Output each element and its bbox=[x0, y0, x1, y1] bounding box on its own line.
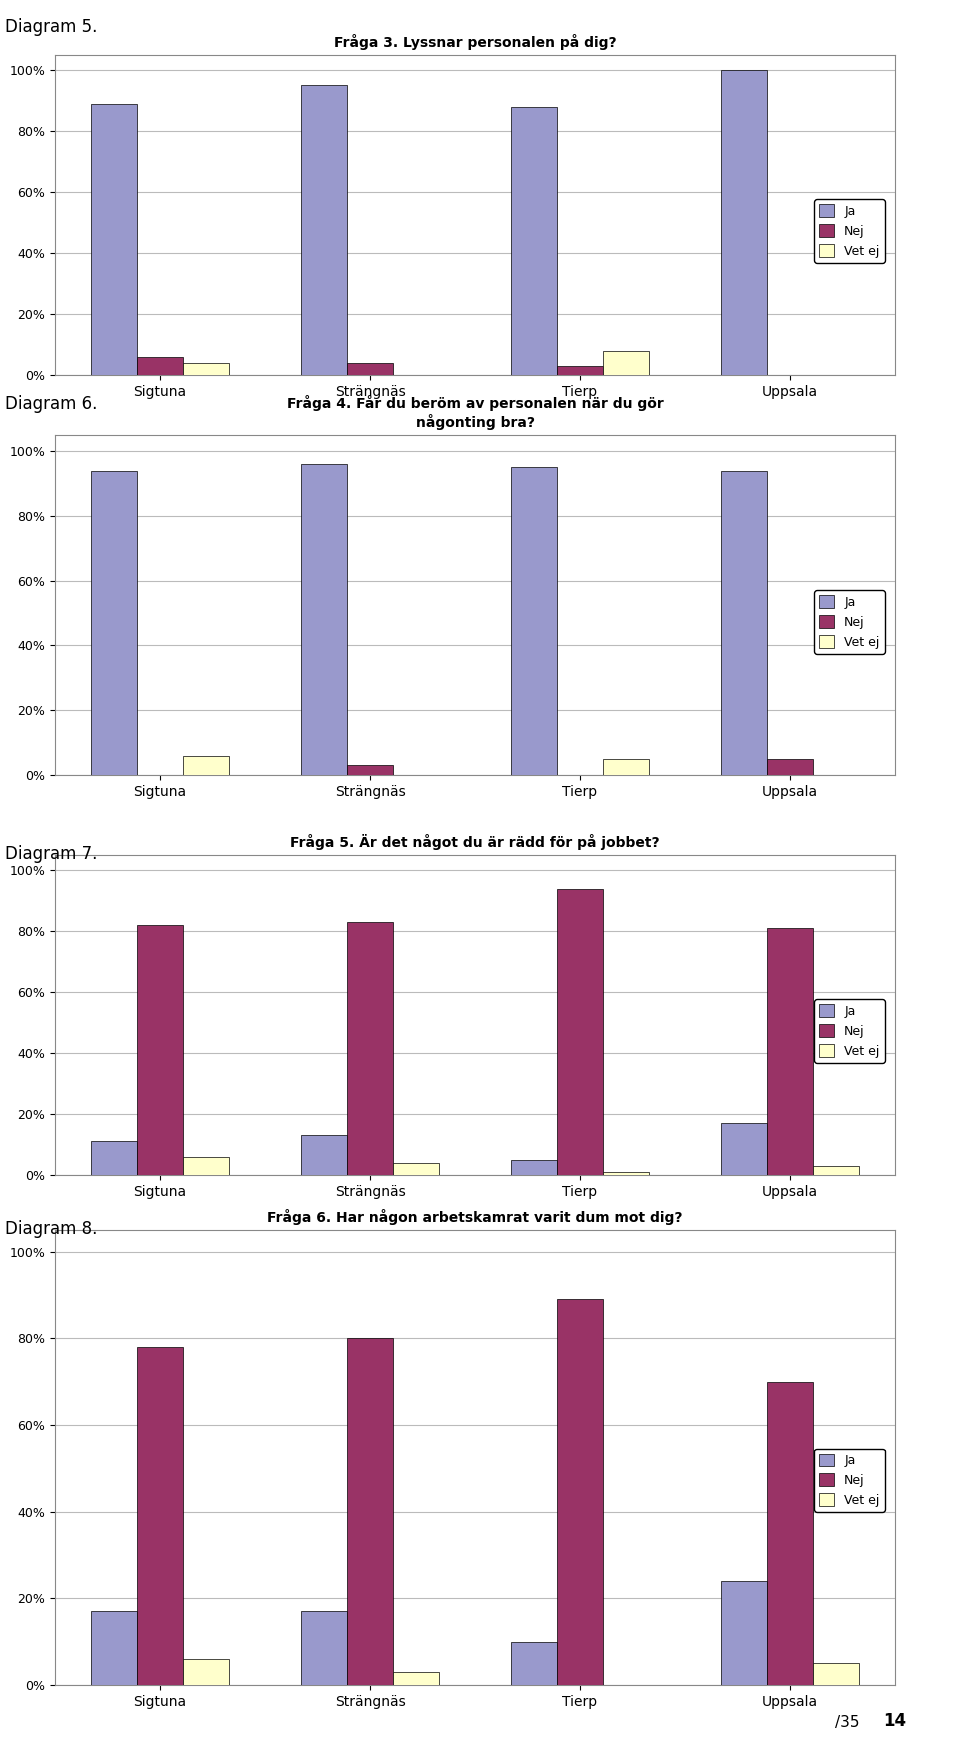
Text: Diagram 5.: Diagram 5. bbox=[5, 17, 97, 37]
Text: 14: 14 bbox=[883, 1713, 906, 1730]
Bar bbox=[137, 358, 183, 375]
Bar bbox=[300, 464, 347, 774]
Bar bbox=[721, 471, 767, 774]
Bar bbox=[137, 924, 183, 1175]
Text: /35: /35 bbox=[835, 1714, 860, 1730]
Bar bbox=[721, 1123, 767, 1175]
Bar bbox=[511, 106, 557, 375]
Bar bbox=[603, 759, 649, 774]
Legend: Ja, Nej, Vet ej: Ja, Nej, Vet ej bbox=[814, 199, 884, 263]
Bar bbox=[90, 471, 137, 774]
Bar bbox=[393, 1672, 440, 1685]
Text: Diagram 6.: Diagram 6. bbox=[5, 394, 97, 413]
Bar bbox=[300, 1611, 347, 1685]
Legend: Ja, Nej, Vet ej: Ja, Nej, Vet ej bbox=[814, 589, 884, 654]
Bar bbox=[557, 888, 603, 1175]
Title: Fråga 6. Har någon arbetskamrat varit dum mot dig?: Fråga 6. Har någon arbetskamrat varit du… bbox=[267, 1209, 683, 1224]
Bar bbox=[183, 755, 229, 774]
Bar bbox=[183, 363, 229, 375]
Bar bbox=[721, 70, 767, 375]
Bar bbox=[557, 1299, 603, 1685]
Text: Diagram 7.: Diagram 7. bbox=[5, 846, 97, 863]
Bar bbox=[511, 1160, 557, 1175]
Bar bbox=[347, 766, 393, 774]
Bar bbox=[511, 467, 557, 774]
Bar bbox=[393, 1163, 440, 1175]
Title: Fråga 5. Är det något du är rädd för på jobbet?: Fråga 5. Är det något du är rädd för på … bbox=[290, 834, 660, 849]
Bar bbox=[813, 1165, 859, 1175]
Bar bbox=[767, 1381, 813, 1685]
Bar bbox=[90, 1611, 137, 1685]
Bar bbox=[603, 1172, 649, 1175]
Bar bbox=[300, 1135, 347, 1175]
Bar bbox=[603, 351, 649, 375]
Bar bbox=[137, 1346, 183, 1685]
Title: Fråga 3. Lyssnar personalen på dig?: Fråga 3. Lyssnar personalen på dig? bbox=[334, 33, 616, 49]
Bar bbox=[90, 1142, 137, 1175]
Bar bbox=[347, 1338, 393, 1685]
Bar bbox=[813, 1664, 859, 1685]
Title: Fråga 4. Får du beröm av personalen när du gör
någonting bra?: Fråga 4. Får du beröm av personalen när … bbox=[287, 396, 663, 429]
Bar bbox=[90, 103, 137, 375]
Bar bbox=[511, 1641, 557, 1685]
Bar bbox=[557, 366, 603, 375]
Bar bbox=[347, 363, 393, 375]
Legend: Ja, Nej, Vet ej: Ja, Nej, Vet ej bbox=[814, 999, 884, 1062]
Bar bbox=[300, 85, 347, 375]
Bar bbox=[183, 1156, 229, 1175]
Bar bbox=[721, 1582, 767, 1685]
Bar bbox=[767, 759, 813, 774]
Bar bbox=[347, 923, 393, 1175]
Legend: Ja, Nej, Vet ej: Ja, Nej, Vet ej bbox=[814, 1449, 884, 1512]
Bar bbox=[183, 1659, 229, 1685]
Text: Diagram 8.: Diagram 8. bbox=[5, 1221, 97, 1238]
Bar bbox=[767, 928, 813, 1175]
